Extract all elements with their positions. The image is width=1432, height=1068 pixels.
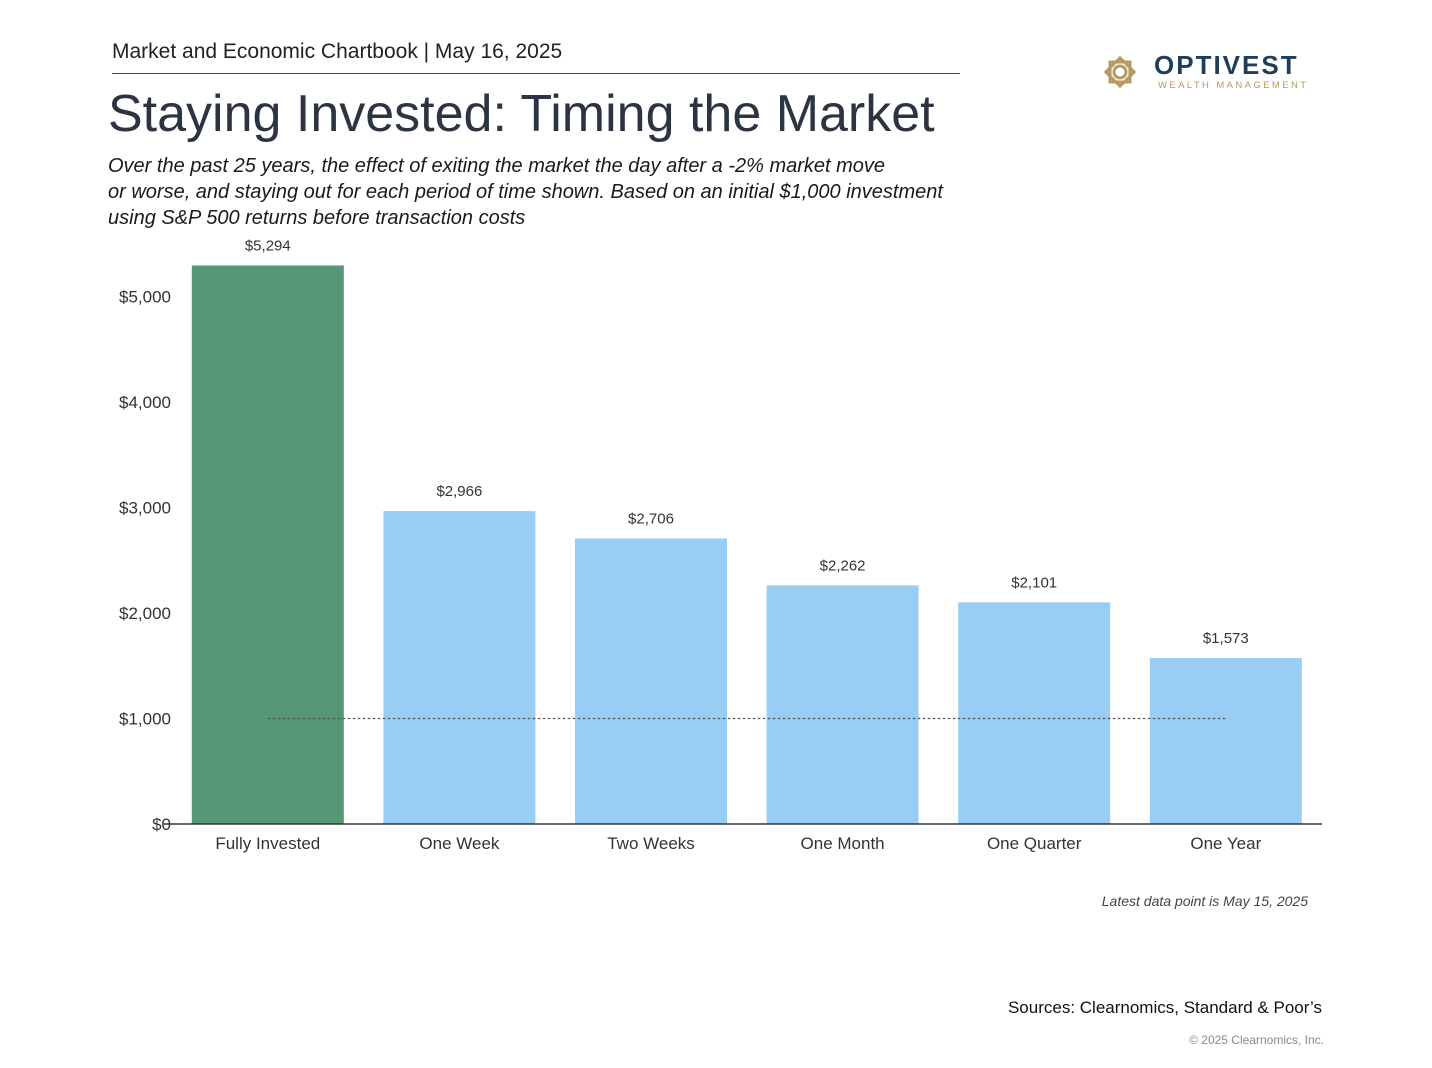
x-category-label: One Month — [801, 834, 885, 853]
y-tick-label: $4,000 — [119, 393, 171, 412]
y-tick-label: $3,000 — [119, 499, 171, 518]
company-logo: OPTIVEST WEALTH MANAGEMENT — [1096, 48, 1316, 98]
y-tick-label: $5,000 — [119, 288, 171, 307]
bar-value-label: $2,101 — [1011, 574, 1057, 591]
bar-value-label: $2,966 — [436, 483, 482, 500]
bar — [766, 585, 919, 824]
flower-emblem-icon — [1103, 55, 1137, 89]
bar — [383, 511, 536, 824]
bar-value-label: $5,294 — [245, 237, 291, 254]
logo-tagline: WEALTH MANAGEMENT — [1158, 80, 1309, 91]
latest-data-note: Latest data point is May 15, 2025 — [1101, 893, 1308, 909]
bar — [191, 265, 344, 824]
y-tick-label: $1,000 — [119, 710, 171, 729]
subtitle-line: Over the past 25 years, the effect of ex… — [108, 155, 886, 177]
subtitle-line: or worse, and staying out for each perio… — [108, 181, 943, 203]
bar — [1149, 658, 1302, 824]
bar-value-label: $2,262 — [820, 557, 866, 574]
subtitle-line: using S&P 500 returns before transaction… — [108, 207, 526, 229]
y-tick-label: $2,000 — [119, 604, 171, 623]
page-title: Staying Invested: Timing the Market — [108, 85, 935, 143]
x-category-label: One Week — [419, 834, 500, 853]
y-tick-label: $0 — [152, 815, 171, 834]
x-category-label: One Quarter — [987, 834, 1082, 853]
x-category-label: Fully Invested — [215, 834, 320, 853]
logo-name: OPTIVEST — [1154, 50, 1299, 80]
chart-subtitle: Over the past 25 years, the effect of ex… — [108, 153, 1048, 231]
bar-value-label: $1,573 — [1203, 630, 1249, 647]
x-category-label: One Year — [1190, 834, 1261, 853]
x-category-label: Two Weeks — [607, 834, 695, 853]
bar — [575, 538, 727, 824]
chartbook-header: Market and Economic Chartbook | May 16, … — [112, 40, 563, 63]
sources-text: Sources: Clearnomics, Standard & Poor’s — [1007, 998, 1322, 1017]
bar — [958, 602, 1111, 824]
copyright-text: © 2025 Clearnomics, Inc. — [1189, 1033, 1324, 1047]
bar-value-label: $2,706 — [628, 511, 674, 528]
header-divider — [112, 73, 960, 74]
